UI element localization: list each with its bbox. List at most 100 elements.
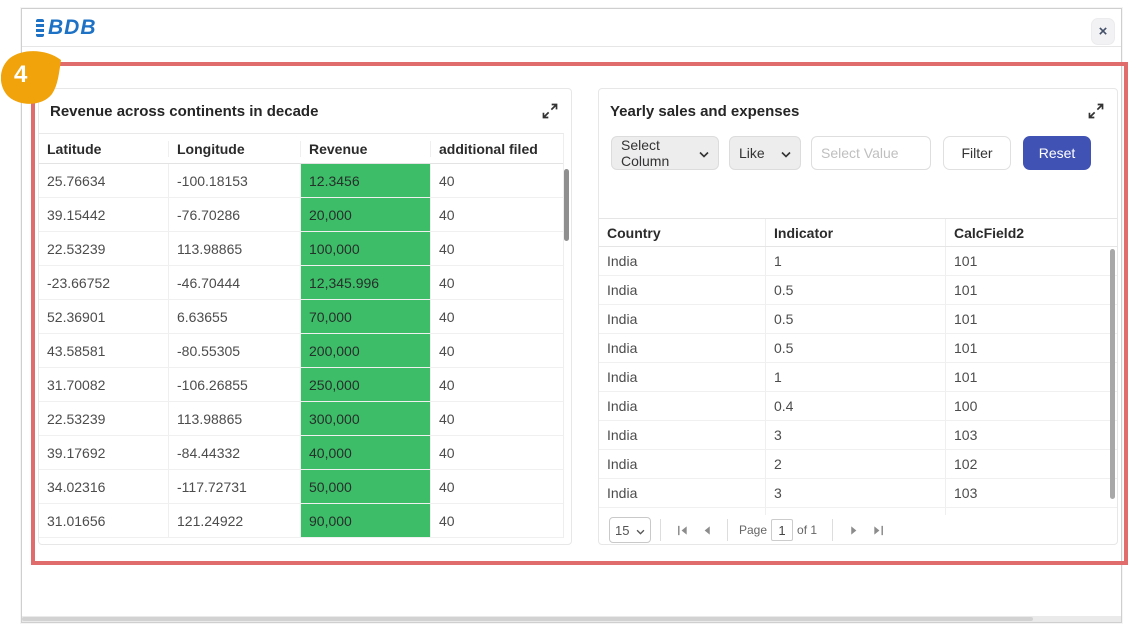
revenue-cell: 12.3456: [301, 164, 431, 197]
latitude-cell: -23.66752: [39, 266, 169, 299]
additional-filed-cell: 40: [439, 444, 455, 461]
country-cell: India: [599, 363, 766, 391]
table-row: India 3 103: [599, 479, 1117, 508]
column-header-country: Country: [599, 219, 766, 246]
additional-filed-cell: 40: [439, 308, 455, 325]
reset-button[interactable]: Reset: [1023, 136, 1091, 170]
sales-panel: Yearly sales and expenses Select Column …: [598, 88, 1118, 545]
indicator-cell: 0.5: [766, 334, 946, 362]
latitude-cell: 52.36901: [39, 300, 169, 333]
country-cell: India: [599, 334, 766, 362]
revenue-cell: 200,000: [301, 334, 431, 367]
logo-dots-icon: [36, 19, 44, 37]
longitude-cell: -100.18153: [169, 164, 301, 197]
country-cell: India: [599, 392, 766, 420]
indicator-cell: 3: [766, 479, 946, 507]
revenue-cell: 100,000: [301, 232, 431, 265]
additional-filed-cell: 40: [439, 172, 455, 189]
additional-filed-cell: 40: [439, 274, 455, 291]
revenue-panel: Revenue across continents in decade Lati…: [38, 88, 572, 545]
page-size-select[interactable]: 15: [609, 517, 651, 543]
indicator-cell: 1: [766, 508, 946, 515]
select-value-input[interactable]: [811, 136, 931, 170]
close-icon: ×: [1098, 23, 1108, 40]
additional-filed-cell: 40: [439, 478, 455, 495]
table-row: 52.36901 6.63655 70,000 40: [39, 300, 563, 334]
page-label: Page: [739, 523, 768, 537]
longitude-cell: 121.24922: [169, 504, 301, 537]
horizontal-scrollbar[interactable]: [22, 616, 1121, 622]
indicator-cell: 2: [766, 450, 946, 478]
table-row: India 3 103: [599, 421, 1117, 450]
table-row: 31.01656 121.24922 90,000 40: [39, 504, 563, 538]
revenue-cell: 40,000: [301, 436, 431, 469]
page-number-input[interactable]: [771, 519, 794, 541]
calcfield2-cell: 101: [954, 340, 978, 356]
column-header-additional-filed: additional filed: [439, 140, 538, 157]
latitude-cell: 31.70082: [39, 368, 169, 401]
pagination-bar: 15 Page of 1: [609, 517, 890, 543]
indicator-cell: 3: [766, 421, 946, 449]
country-cell: India: [599, 276, 766, 304]
table-row: 25.76634 -100.18153 12.3456 40: [39, 164, 563, 198]
select-column-value: Select Column: [621, 137, 670, 169]
latitude-cell: 31.01656: [39, 504, 169, 537]
column-header-revenue: Revenue: [301, 140, 431, 157]
indicator-cell: 1: [766, 363, 946, 391]
calcfield2-cell: 101: [954, 253, 978, 269]
latitude-cell: 25.76634: [39, 164, 169, 197]
indicator-cell: 0.5: [766, 305, 946, 333]
country-cell: India: [599, 305, 766, 333]
filter-button[interactable]: Filter: [943, 136, 1011, 170]
select-column-dropdown[interactable]: Select Column: [611, 136, 719, 170]
logo-text: BDB: [48, 16, 97, 39]
next-page-button[interactable]: [844, 520, 864, 540]
calcfield2-cell: 101: [954, 369, 978, 385]
revenue-cell: 50,000: [301, 470, 431, 503]
latitude-cell: 22.53239: [39, 402, 169, 435]
chevron-down-icon: [699, 145, 709, 161]
latitude-cell: 22.53239: [39, 232, 169, 265]
calcfield2-cell: 102: [954, 456, 978, 472]
column-header-latitude: Latitude: [39, 140, 169, 157]
table-row: India 1 104: [599, 508, 1117, 515]
table-row: 31.70082 -106.26855 250,000 40: [39, 368, 563, 402]
revenue-table-header: Latitude Longitude Revenue additional fi…: [39, 134, 563, 164]
first-page-button[interactable]: [672, 520, 692, 540]
indicator-cell: 0.5: [766, 276, 946, 304]
revenue-cell: 300,000: [301, 402, 431, 435]
calcfield2-cell: 100: [954, 398, 978, 414]
calcfield2-cell: 103: [954, 427, 978, 443]
longitude-cell: -84.44332: [169, 436, 301, 469]
expand-icon[interactable]: [1087, 102, 1105, 120]
revenue-cell: 250,000: [301, 368, 431, 401]
table-row: 43.58581 -80.55305 200,000 40: [39, 334, 563, 368]
operator-value: Like: [739, 145, 765, 161]
additional-filed-cell: 40: [439, 512, 455, 529]
revenue-table-scrollbar[interactable]: [564, 169, 569, 241]
country-cell: India: [599, 479, 766, 507]
revenue-cell: 20,000: [301, 198, 431, 231]
table-row: India 0.4 100: [599, 392, 1117, 421]
longitude-cell: -117.72731: [169, 470, 301, 503]
additional-filed-cell: 40: [439, 376, 455, 393]
additional-filed-cell: 40: [439, 342, 455, 359]
revenue-panel-header: Revenue across continents in decade: [39, 89, 571, 133]
sales-table-scrollbar[interactable]: [1110, 249, 1115, 499]
revenue-cell: 90,000: [301, 504, 431, 537]
sales-table-header: Country Indicator CalcField2: [599, 218, 1117, 247]
previous-page-button[interactable]: [696, 520, 716, 540]
horizontal-scrollbar-thumb[interactable]: [22, 617, 1034, 621]
table-row: India 1 101: [599, 363, 1117, 392]
bdb-logo: BDB: [36, 16, 97, 40]
expand-icon[interactable]: [541, 102, 559, 120]
page-size-value: 15: [615, 522, 630, 538]
operator-dropdown[interactable]: Like: [729, 136, 801, 170]
last-page-button[interactable]: [868, 520, 888, 540]
sales-panel-title: Yearly sales and expenses: [610, 103, 800, 120]
latitude-cell: 43.58581: [39, 334, 169, 367]
revenue-cell: 70,000: [301, 300, 431, 333]
calcfield2-cell: 101: [954, 311, 978, 327]
close-button[interactable]: ×: [1091, 18, 1115, 45]
indicator-cell: 0.4: [766, 392, 946, 420]
